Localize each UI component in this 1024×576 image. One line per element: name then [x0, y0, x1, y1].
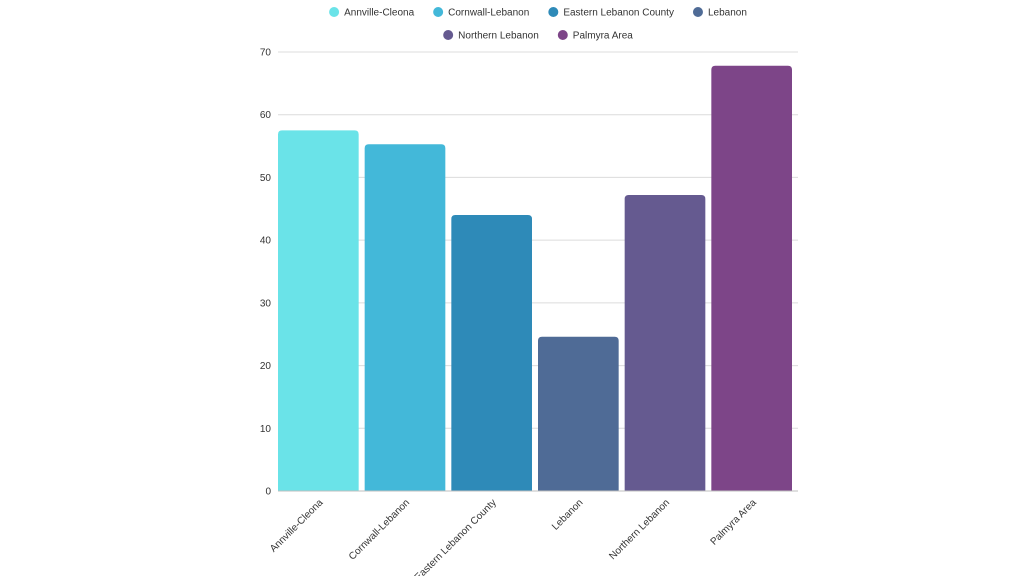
- y-tick-label: 20: [260, 361, 272, 372]
- y-axis: 0 10 20 30 40 50 60 70: [260, 48, 272, 498]
- legend-swatch-cornwall-lebanon: [433, 7, 444, 17]
- legend-label-annville-cleona[interactable]: Annville-Cleona: [344, 8, 414, 19]
- x-tick-label-annville-cleona: Annville-Cleona: [268, 497, 326, 555]
- legend-swatch-lebanon: [692, 7, 703, 17]
- x-tick-label-northern-lebanon: Northern Lebanon: [607, 497, 672, 562]
- y-tick-label: 30: [260, 298, 272, 309]
- bar-eastern-lebanon-county[interactable]: [451, 215, 532, 492]
- legend-swatch-northern-lebanon: [443, 30, 454, 40]
- x-axis: Annville-Cleona Cornwall-Lebanon Eastern L…: [268, 490, 798, 576]
- y-tick-label: 60: [260, 110, 272, 121]
- bar-lebanon[interactable]: [538, 336, 619, 491]
- y-tick-label: 70: [260, 48, 272, 59]
- legend-swatch-palmyra-area: [557, 30, 568, 40]
- y-tick-label: 10: [260, 424, 272, 435]
- x-tick-label-lebanon: Lebanon: [550, 497, 585, 532]
- x-tick-label-cornwall-lebanon: Cornwall-Lebanon: [347, 497, 412, 562]
- legend-label-palmyra-area[interactable]: Palmyra Area: [573, 31, 633, 42]
- legend-swatch-eastern-lebanon-county: [548, 7, 559, 17]
- y-tick-label: 0: [265, 487, 271, 498]
- bar-cornwall-lebanon[interactable]: [364, 144, 446, 491]
- bar-annville-cleona[interactable]: [278, 130, 359, 491]
- y-tick-label: 40: [260, 236, 272, 247]
- chart-bars: [278, 65, 792, 492]
- bar-palmyra-area[interactable]: [711, 65, 792, 491]
- legend-label-eastern-lebanon-county[interactable]: Eastern Lebanon County: [563, 8, 674, 19]
- x-tick-label-palmyra-area: Palmyra Area: [709, 497, 760, 548]
- bar-northern-lebanon[interactable]: [624, 194, 706, 491]
- y-tick-label: 50: [260, 173, 272, 184]
- x-tick-label-eastern-lebanon-county: Eastern Lebanon County: [413, 497, 499, 576]
- chart-legend: Annville-Cleona Cornwall-Lebanon Eastern L…: [329, 7, 747, 42]
- legend-label-lebanon[interactable]: Lebanon: [708, 8, 747, 19]
- legend-label-northern-lebanon[interactable]: Northern Lebanon: [458, 31, 539, 42]
- legend-label-cornwall-lebanon[interactable]: Cornwall-Lebanon: [448, 8, 529, 19]
- legend-swatch-annville-cleona: [329, 7, 340, 17]
